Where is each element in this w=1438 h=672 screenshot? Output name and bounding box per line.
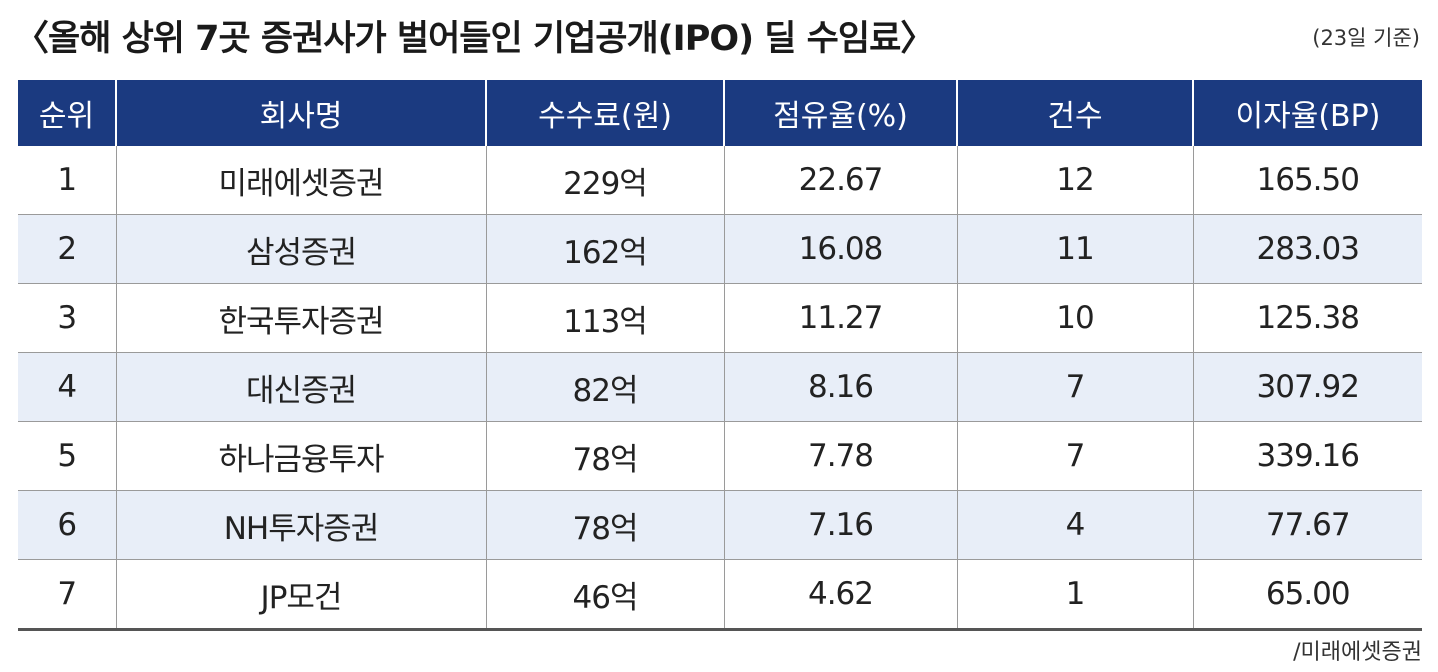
cell-rank: 6 [18,490,116,560]
cell-rate: 165.50 [1192,146,1422,215]
cell-company: 하나금융투자 [115,421,486,491]
cell-share: 16.08 [723,214,957,284]
cell-rate: 65.00 [1192,559,1422,631]
cell-fee: 78억 [485,490,724,560]
cell-rank: 1 [18,146,116,215]
cell-rank: 7 [18,559,116,631]
column-header-share: 점유율(%) [723,80,957,146]
cell-count: 12 [956,146,1193,215]
cell-fee: 229억 [485,146,724,215]
source-note: /미래에셋증권 [1293,640,1422,665]
cell-rank: 3 [18,283,116,353]
header-row: 순위 회사명 수수료(원) 점유율(%) 건수 이자율(BP) [18,80,1422,146]
table-row: 1 미래에셋증권 229억 22.67 12 165.50 [18,146,1422,215]
column-header-count: 건수 [956,80,1193,146]
cell-company: 한국투자증권 [115,283,486,353]
cell-share: 22.67 [723,146,957,215]
table-header: 순위 회사명 수수료(원) 점유율(%) 건수 이자율(BP) [18,80,1422,146]
cell-rank: 2 [18,214,116,284]
cell-count: 1 [956,559,1193,631]
cell-rate: 307.92 [1192,352,1422,422]
ipo-fee-table: 순위 회사명 수수료(원) 점유율(%) 건수 이자율(BP) 1 미래에셋증권 229억 22… [18,80,1422,631]
table-body: 1 미래에셋증권 229억 22.67 12 165.50 2 삼성증권 162억 16.08 11… [18,146,1422,631]
ipo-fee-table-container: 순위 회사명 수수료(원) 점유율(%) 건수 이자율(BP) 1 미래에셋증권 229억 22… [18,80,1422,631]
cell-rank: 4 [18,352,116,422]
cell-fee: 46억 [485,559,724,631]
column-header-rate: 이자율(BP) [1192,80,1422,146]
table-row: 6 NH투자증권 78억 7.16 4 77.67 [18,490,1422,560]
cell-share: 8.16 [723,352,957,422]
cell-rate: 125.38 [1192,283,1422,353]
cell-fee: 162억 [485,214,724,284]
table-row: 4 대신증권 82억 8.16 7 307.92 [18,352,1422,422]
table-row: 2 삼성증권 162억 16.08 11 283.03 [18,214,1422,284]
table-title: 〈올해 상위 7곳 증권사가 벌어들인 기업공개(IPO) 딜 수임료〉 [14,19,935,59]
date-basis-note: (23일 기준) [1312,26,1420,50]
cell-share: 7.78 [723,421,957,491]
cell-fee: 113억 [485,283,724,353]
table-row: 3 한국투자증권 113억 11.27 10 125.38 [18,283,1422,353]
cell-rate: 283.03 [1192,214,1422,284]
table-row: 7 JP모건 46억 4.62 1 65.00 [18,559,1422,631]
cell-rate: 339.16 [1192,421,1422,491]
cell-company: NH투자증권 [115,490,486,560]
cell-rank: 5 [18,421,116,491]
cell-share: 7.16 [723,490,957,560]
cell-count: 10 [956,283,1193,353]
cell-company: 삼성증권 [115,214,486,284]
cell-share: 4.62 [723,559,957,631]
cell-count: 4 [956,490,1193,560]
cell-company: 미래에셋증권 [115,146,486,215]
cell-fee: 78억 [485,421,724,491]
cell-count: 11 [956,214,1193,284]
cell-share: 11.27 [723,283,957,353]
cell-rate: 77.67 [1192,490,1422,560]
column-header-company: 회사명 [115,80,486,146]
column-header-fee: 수수료(원) [485,80,724,146]
cell-fee: 82억 [485,352,724,422]
cell-count: 7 [956,352,1193,422]
cell-count: 7 [956,421,1193,491]
cell-company: 대신증권 [115,352,486,422]
cell-company: JP모건 [115,559,486,631]
table-row: 5 하나금융투자 78억 7.78 7 339.16 [18,421,1422,491]
column-header-rank: 순위 [18,80,116,146]
